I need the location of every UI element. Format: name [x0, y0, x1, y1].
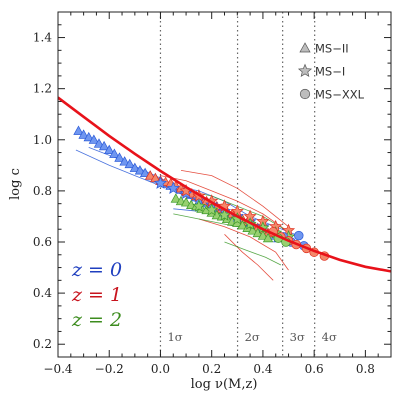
y-tick-label-2: 0.6 [33, 235, 52, 249]
data-point-triangle-z0-2 [83, 131, 94, 142]
y-tick-label-0: 0.2 [33, 337, 52, 351]
legend-label-3: MS−XXL [315, 88, 365, 102]
sigma-labels: 1σ 2σ 3σ 4σ [167, 330, 337, 344]
data-point-triangle-z0-9 [119, 156, 130, 166]
data-point-triangle-z0-11 [129, 162, 141, 172]
x-tick-label-5: 0.6 [305, 362, 324, 376]
y-tick-label-4: 1.0 [33, 133, 52, 147]
x-tick-label-6: 0.8 [356, 362, 375, 376]
legend-label-1: MS−II [315, 42, 349, 56]
axis-ticks [57, 11, 392, 358]
data-point-triangle-z0-5 [98, 140, 110, 151]
x-tick-label-2: 0.0 [151, 362, 170, 376]
data-point-star-z0-1 [166, 181, 180, 194]
data-point-triangle-z0-6 [104, 144, 115, 155]
data-point-star-z2-1 [205, 203, 219, 216]
thin-curve-7 [198, 218, 289, 271]
y-tick-label-1: 0.4 [33, 286, 52, 300]
x-tick-label-0: −0.4 [43, 362, 73, 376]
thin-curve-6 [180, 170, 289, 228]
data-point-triangle-z0-8 [114, 152, 125, 162]
redshift-label-2: z = 2 [71, 309, 122, 331]
data-point-triangle-z2-13 [237, 220, 248, 230]
data-point-triangle-z0-10 [124, 158, 135, 169]
legend-label-2: MS−I [315, 65, 345, 79]
data-point-triangle-z2-2 [180, 197, 192, 207]
data-point-triangle-z0-12 [134, 165, 146, 175]
data-point-star-z2-3 [230, 212, 244, 225]
legend-marker-circle [299, 88, 311, 100]
x-tick-label-3: 0.2 [202, 362, 221, 376]
y-axis-label: log c [8, 168, 23, 200]
sigma-label-2: 2σ [245, 330, 260, 344]
sigma-label-1: 1σ [167, 330, 182, 344]
redshift-labels: z = 0 z = 1 z = 2 [71, 259, 122, 331]
y-tick-label-5: 1.2 [33, 82, 52, 96]
y-tick-labels: 0.2 0.4 0.6 0.8 1.0 1.2 1.4 [33, 31, 52, 352]
data-point-star-z2-0 [192, 199, 206, 212]
sigma-label-4: 4σ [322, 330, 337, 344]
data-point-star-z0-0 [153, 176, 167, 189]
data-point-triangle-z0-3 [88, 134, 100, 144]
y-tick-label-6: 1.4 [33, 31, 52, 45]
x-tick-label-1: −0.2 [95, 362, 124, 376]
fit-curve-line [58, 96, 391, 273]
data-point-triangle-z2-18 [262, 232, 274, 243]
fit-curve [58, 96, 391, 273]
x-axis-label: log ν(M,z) [191, 377, 258, 392]
redshift-label-0: z = 0 [71, 259, 122, 281]
x-tick-labels: −0.4 −0.2 0.0 0.2 0.4 0.6 0.8 [43, 362, 375, 376]
data-point-triangle-z0-1 [78, 129, 89, 139]
legend-marker-star [297, 63, 313, 78]
x-tick-label-4: 0.4 [253, 362, 272, 376]
data-point-triangle-z0-13 [139, 167, 151, 178]
legend: MS−II MS−I MS−XXL [297, 42, 365, 102]
data-point-triangle-z2-15 [247, 225, 258, 235]
thin-curve-12 [224, 241, 282, 266]
sigma-label-3: 3σ [290, 330, 305, 344]
legend-marker-triangle [299, 42, 311, 53]
data-point-triangle-z0-4 [93, 138, 105, 148]
thin-curve-5 [160, 175, 289, 233]
data-point-triangle-z1-0 [145, 170, 156, 180]
data-point-circle-z0-2 [294, 230, 304, 241]
redshift-label-1: z = 1 [71, 284, 122, 306]
data-point-triangle-z2-17 [257, 230, 269, 240]
data-point-triangle-z0-0 [73, 125, 84, 135]
data-point-triangle-z0-7 [109, 148, 120, 158]
y-tick-label-3: 0.8 [33, 184, 52, 198]
data-point-triangle-z2-0 [170, 193, 182, 203]
thin-curve-8 [224, 234, 274, 281]
